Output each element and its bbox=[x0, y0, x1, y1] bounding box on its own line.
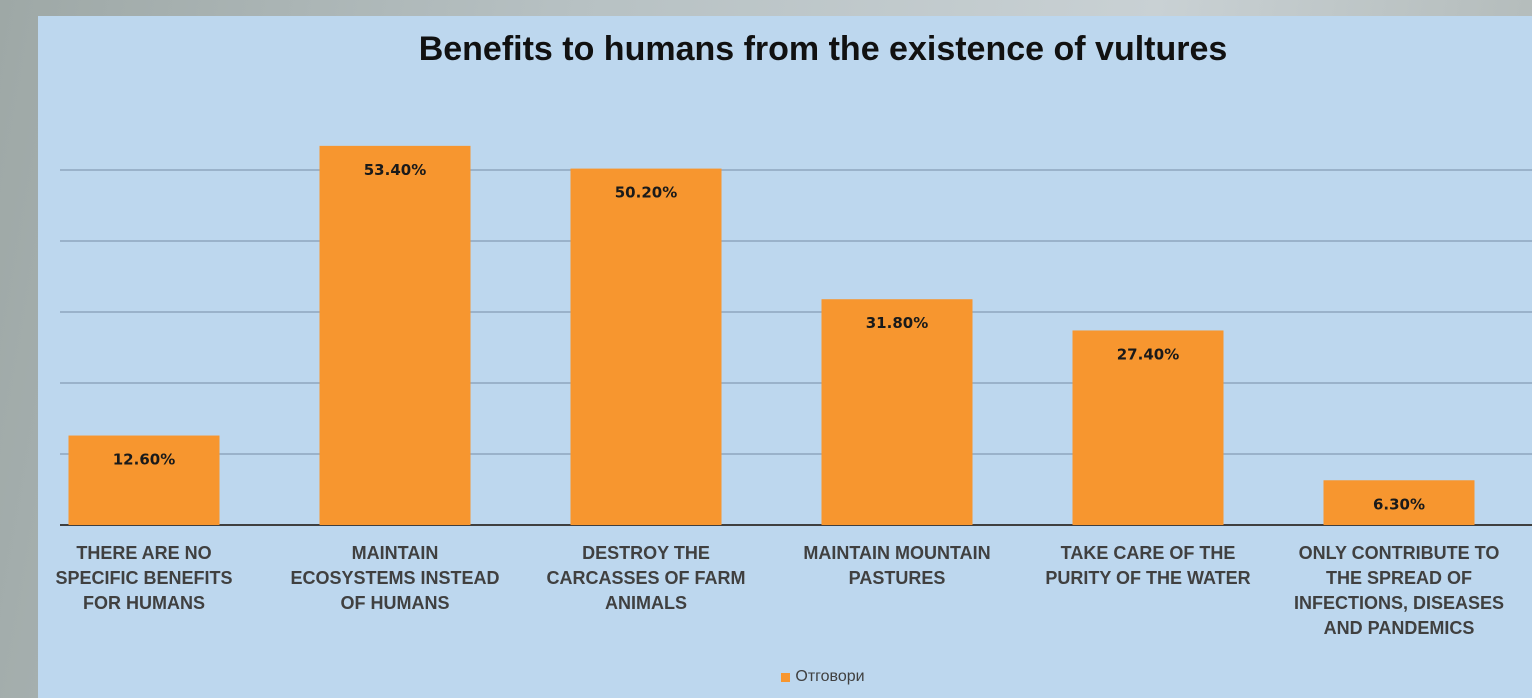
bar bbox=[1323, 480, 1475, 525]
legend: Отговори bbox=[38, 668, 1532, 686]
category-label: FOR HUMANS bbox=[83, 593, 205, 613]
category-label: MAINTAIN bbox=[352, 543, 439, 563]
category-label: MAINTAIN MOUNTAIN bbox=[803, 543, 990, 563]
data-label: 50.20% bbox=[615, 184, 677, 202]
category-label: THERE ARE NO bbox=[76, 543, 211, 563]
bar bbox=[821, 299, 973, 525]
data-label: 53.40% bbox=[364, 161, 426, 179]
bar bbox=[1072, 330, 1224, 525]
data-label: 27.40% bbox=[1117, 345, 1179, 363]
category-label: PURITY OF THE WATER bbox=[1045, 568, 1250, 588]
legend-swatch bbox=[781, 672, 791, 682]
category-label: DESTROY THE bbox=[582, 543, 710, 563]
chart-title: Benefits to humans from the existence of… bbox=[418, 30, 1228, 68]
category-label: CARCASSES OF FARM bbox=[546, 568, 745, 588]
category-label: TAKE CARE OF THE bbox=[1061, 543, 1236, 563]
category-label: ECOSYSTEMS INSTEAD bbox=[290, 568, 499, 588]
bar-chart: 12.60% 53.40% 50.20% 31.80% 27.40% 6.30% THER… bbox=[55, 145, 1532, 638]
category-label: ANIMALS bbox=[605, 593, 687, 613]
bar bbox=[68, 435, 220, 525]
data-label: 12.60% bbox=[113, 451, 175, 469]
category-label: INFECTIONS, DISEASES bbox=[1294, 593, 1504, 613]
category-label: THE SPREAD OF bbox=[1326, 568, 1472, 588]
category-label: ONLY CONTRIBUTE TO bbox=[1299, 543, 1500, 563]
category-label: OF HUMANS bbox=[341, 593, 450, 613]
legend-label: Отговори bbox=[795, 668, 865, 685]
category-label: PASTURES bbox=[849, 568, 946, 588]
category-label: AND PANDEMICS bbox=[1324, 618, 1475, 638]
bar bbox=[319, 145, 471, 526]
category-label: SPECIFIC BENEFITS bbox=[55, 568, 232, 588]
chart-panel: Benefits to humans from the existence of… bbox=[38, 16, 1532, 698]
data-label: 6.30% bbox=[1373, 495, 1425, 513]
data-label: 31.80% bbox=[866, 314, 928, 332]
bar bbox=[570, 168, 722, 525]
